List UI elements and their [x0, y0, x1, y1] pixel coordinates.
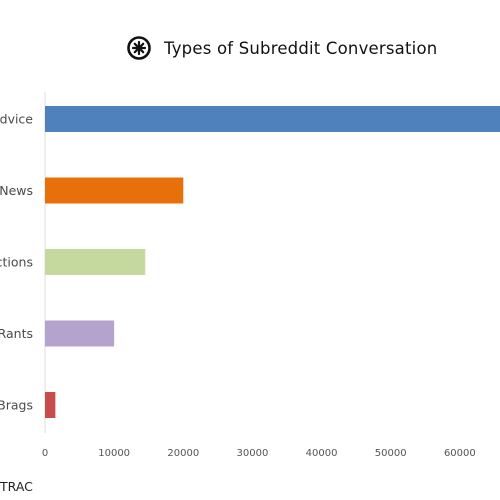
bar-reactions	[45, 249, 146, 275]
category-label-advice: Advice	[0, 112, 33, 127]
category-label-news: News	[0, 183, 33, 198]
bar-brags	[45, 392, 56, 418]
category-label-reactions: Reactions	[0, 255, 33, 270]
compass-logo-icon	[127, 36, 151, 60]
bar-rants	[45, 320, 115, 347]
x-tick-label: 10000	[98, 448, 130, 459]
x-tick-label: 0	[42, 448, 48, 459]
x-tick-label: 20000	[167, 448, 199, 459]
source-label: TRAC	[0, 479, 33, 494]
category-label-brags: Brags	[0, 398, 33, 413]
bar-news	[45, 177, 184, 204]
x-tick-label: 50000	[375, 448, 407, 459]
x-tick-label: 40000	[306, 448, 338, 459]
chart-title-group: Types of Subreddit Conversation	[126, 34, 437, 62]
category-label-rants: Rants	[0, 326, 33, 341]
x-tick-label: 60000	[444, 448, 476, 459]
x-tick-label: 30000	[237, 448, 269, 459]
bar-advice	[45, 106, 500, 132]
chart-title: Types of Subreddit Conversation	[164, 38, 438, 58]
